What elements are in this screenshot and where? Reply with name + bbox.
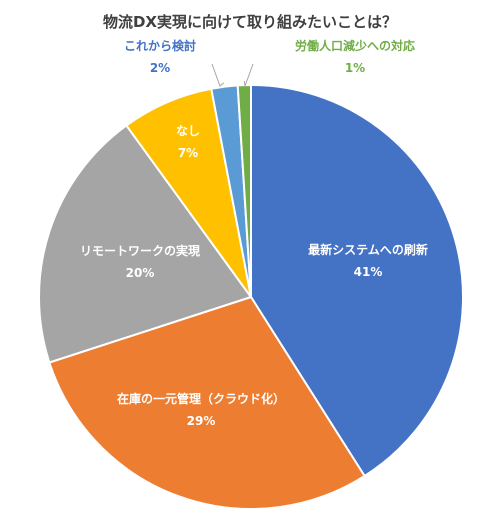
- slice-value-5: 1%: [345, 61, 365, 75]
- slice-label-1: 在庫の一元管理（クラウド化）: [117, 391, 285, 406]
- slice-value-1: 29%: [187, 414, 216, 428]
- slice-labels: 最新システムへの刷新 41% 在庫の一元管理（クラウド化） 29% リモートワークの実現…: [80, 38, 428, 428]
- slice-value-2: 20%: [126, 266, 155, 280]
- slice-label-3: なし: [176, 124, 200, 138]
- pie-slice-5: [236, 83, 252, 298]
- leader-line-4: [211, 63, 225, 87]
- slice-value-3: 7%: [178, 146, 198, 160]
- slice-value-4: 2%: [150, 61, 170, 75]
- pie-slices: [38, 83, 465, 511]
- slice-label-5: 労働人口減少への対応: [295, 38, 415, 53]
- chart-title: 物流DX実現に向けて取り組みたいことは？: [103, 13, 397, 31]
- slice-value-0: 41%: [354, 265, 383, 279]
- slice-label-2: リモートワークの実現: [80, 243, 200, 258]
- pie-slice-2: [38, 124, 253, 364]
- slice-label-4: これから検討: [124, 38, 196, 53]
- pie-slice-1: [48, 295, 366, 511]
- pie-slice-0: [250, 83, 465, 478]
- leader-line-5: [243, 63, 254, 88]
- slice-label-0: 最新システムへの刷新: [308, 242, 428, 257]
